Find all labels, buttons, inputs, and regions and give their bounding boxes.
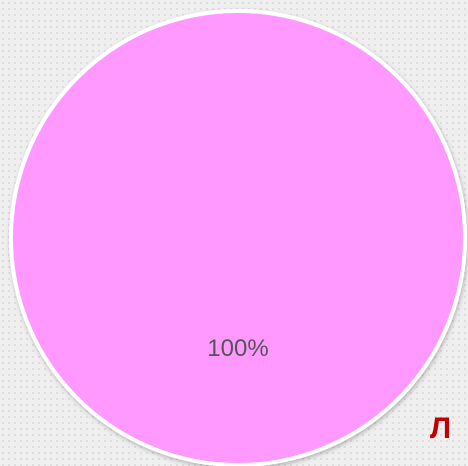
corner-title-fragment: Л — [430, 412, 452, 445]
pie-slices — [9, 9, 467, 466]
pie-labels: 100% — [207, 335, 268, 362]
pie-slice-label-0: 100% — [207, 335, 268, 362]
pie-slice-0 — [9, 9, 467, 466]
